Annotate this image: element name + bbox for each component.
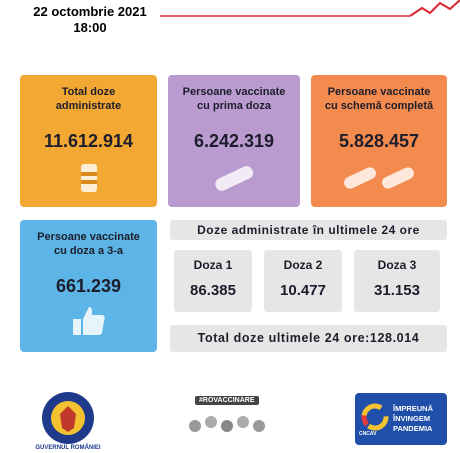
cncav: CNCAV bbox=[359, 431, 377, 437]
card-value: 5.828.457 bbox=[338, 131, 420, 151]
header: 22 octombrie 2021 18:00 bbox=[30, 4, 150, 36]
vial-icon bbox=[80, 164, 97, 192]
dose-box: Doza 3 31.153 bbox=[354, 250, 440, 312]
gov-name: GUVERNUL ROMÂNIEI bbox=[35, 445, 101, 451]
last24-title: Doze administrate în ultimele 24 ore bbox=[170, 220, 447, 240]
card-label: Persoane vaccinate cu doza a 3-a bbox=[37, 231, 140, 257]
campaign-ring bbox=[361, 403, 389, 431]
dose-value: 31.153 bbox=[374, 282, 420, 299]
campaign-line: ÎMPREUNĂ bbox=[393, 404, 434, 413]
dose-label: Doza 3 bbox=[377, 258, 417, 272]
card-total: Total doze administrate 11.612.914 bbox=[20, 75, 157, 207]
dose-label: Doza 2 bbox=[283, 258, 323, 272]
campaign-logo: CNCAV ÎMPREUNĂ ÎNVINGEM PANDEMIA bbox=[355, 393, 447, 445]
bandage-icon bbox=[215, 166, 254, 191]
card-first-dose: Persoane vaccinate cu prima doza 6.242.3… bbox=[168, 75, 300, 207]
campaign-line: PANDEMIA bbox=[393, 424, 433, 433]
gov-logo bbox=[42, 392, 94, 444]
card-value: 11.612.914 bbox=[43, 131, 134, 151]
hashtag: #ROVACCINARE bbox=[195, 396, 259, 405]
card-value: 661.239 bbox=[55, 276, 122, 296]
header-decoration bbox=[160, 0, 460, 17]
campaign-line: ÎNVINGEM bbox=[393, 414, 431, 423]
time: 18:00 bbox=[73, 20, 107, 35]
dose-label: Doza 1 bbox=[193, 258, 233, 272]
total-label: Total doze ultimele 24 ore: bbox=[197, 331, 370, 345]
card-label: Total doze administrate bbox=[55, 86, 122, 112]
date: 22 octombrie 2021 bbox=[33, 4, 147, 19]
card-label: Persoane vaccinate cu prima doza bbox=[182, 86, 286, 112]
campaign-text: ÎMPREUNĂ ÎNVINGEM PANDEMIA bbox=[393, 404, 433, 434]
dose-value: 86.385 bbox=[190, 282, 236, 299]
card-complete: Persoane vaccinate cu schemă completă 5.… bbox=[311, 75, 447, 207]
dose-box: Doza 2 10.477 bbox=[264, 250, 342, 312]
card-third-dose: Persoane vaccinate cu doza a 3-a 661.239 bbox=[20, 220, 157, 352]
hashtag-icons bbox=[189, 416, 265, 432]
total-value: 128.014 bbox=[369, 331, 420, 345]
thumbs-up-icon bbox=[72, 307, 105, 335]
card-value: 6.242.319 bbox=[193, 131, 275, 151]
dose-value: 10.477 bbox=[280, 282, 326, 299]
card-label: Persoane vaccinate cu schemă completă bbox=[324, 86, 434, 112]
dose-box: Doza 1 86.385 bbox=[174, 250, 252, 312]
bandage-icon bbox=[344, 167, 414, 189]
total-box: Total doze ultimele 24 ore:128.014 bbox=[170, 325, 447, 352]
